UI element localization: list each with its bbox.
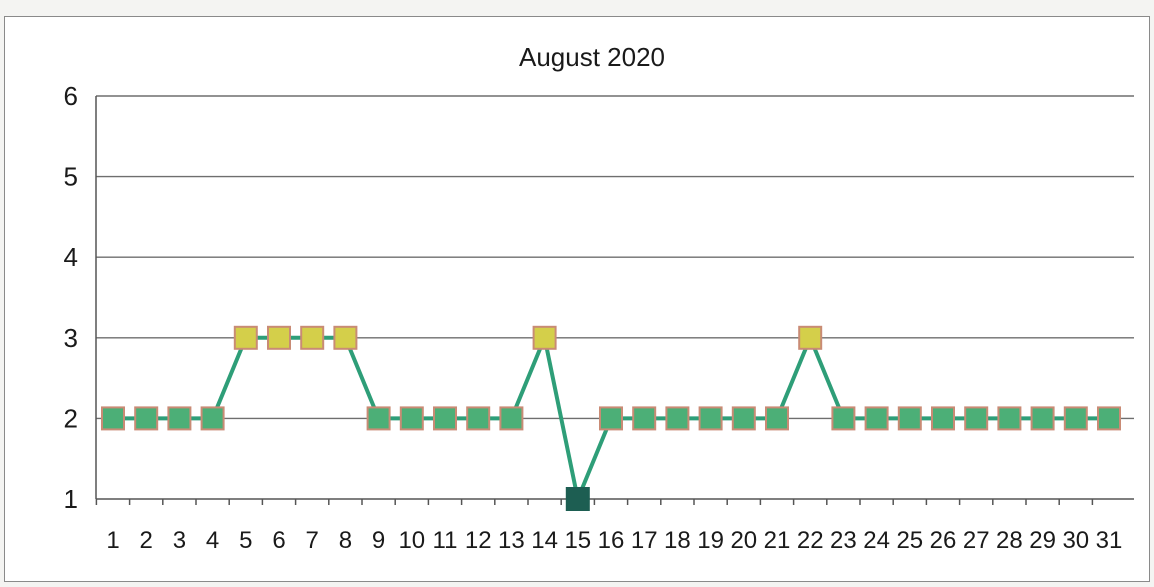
data-point-20 [731,406,756,431]
data-point-15 [565,487,590,511]
data-point-6 [267,325,291,350]
data-point-9 [366,406,391,431]
gridlines [96,95,1134,420]
y-tick-label: 1 [64,484,78,514]
x-tick-label: 8 [339,527,352,554]
x-tick-label: 21 [764,527,791,554]
data-point-4 [200,406,225,431]
x-tick-label: 26 [930,527,957,554]
data-point-8 [333,325,358,350]
data-point-5 [233,325,258,350]
data-point-3 [167,406,192,431]
x-tick-label: 5 [239,527,252,554]
data-point-12 [466,406,491,431]
x-tick-label: 2 [140,527,153,554]
y-tick-labels: 1 2 3 4 5 6 [64,81,78,514]
x-tick-label: 12 [465,527,492,554]
x-tick-label: 22 [797,527,824,554]
x-tick-label: 24 [863,527,890,554]
data-point-13 [499,406,524,431]
x-tick-label: 28 [996,527,1023,554]
data-point-30 [1063,406,1088,431]
data-point-17 [632,406,657,431]
y-tick-label: 4 [64,242,78,272]
x-tick-label: 9 [372,527,385,554]
x-tick-label: 14 [531,527,558,554]
data-point-2 [134,406,159,431]
data-point-14 [532,325,557,350]
axes [95,96,1134,505]
data-point-28 [997,406,1022,431]
data-point-27 [964,406,989,431]
x-tick-label: 11 [433,527,458,554]
data-point-7 [300,325,325,350]
x-tick-label: 10 [398,527,425,554]
data-point-22 [798,325,823,350]
x-tick-label: 15 [564,527,591,554]
data-point-1 [101,406,125,431]
x-tick-label: 20 [730,527,757,554]
x-tick-label: 23 [830,527,857,554]
x-tick-label: 18 [664,527,691,554]
data-point-10 [399,406,424,431]
y-tick-label: 2 [64,403,78,433]
y-tick-label: 3 [64,323,78,353]
data-point-25 [897,406,922,431]
x-tick-label: 7 [306,527,319,554]
data-point-21 [765,406,789,431]
data-point-11 [433,406,457,431]
x-tick-label: 16 [598,527,625,554]
x-tick-label: 31 [1096,527,1123,554]
x-tick-label: 1 [106,527,119,554]
data-point-29 [1030,406,1055,431]
x-tick-label: 6 [272,527,285,554]
x-tick-label: 19 [697,527,724,554]
data-point-24 [864,406,889,431]
y-tick-label: 5 [64,162,78,192]
data-point-26 [931,406,955,431]
data-point-18 [665,406,690,431]
x-tick-label: 27 [963,527,990,554]
x-tick-label: 3 [173,527,186,554]
x-tick-label: 30 [1062,527,1089,554]
x-tick-label: 13 [498,527,525,554]
data-point-23 [831,406,856,431]
x-tick-label: 17 [631,527,658,554]
data-markers [101,325,1121,511]
x-tick-label: 25 [896,527,923,554]
chart-title: August 2020 [519,42,665,72]
x-tick-label: 29 [1029,527,1056,554]
y-tick-label: 6 [64,81,78,111]
x-tick-labels: 1 2 3 4 5 6 7 8 9 10 11 12 13 14 15 16 17 18 19 20 21 22 23 24 2… [106,527,1122,554]
data-point-19 [698,406,723,431]
x-tick-label: 4 [206,527,219,554]
data-point-31 [1097,406,1121,431]
data-point-16 [599,406,623,431]
